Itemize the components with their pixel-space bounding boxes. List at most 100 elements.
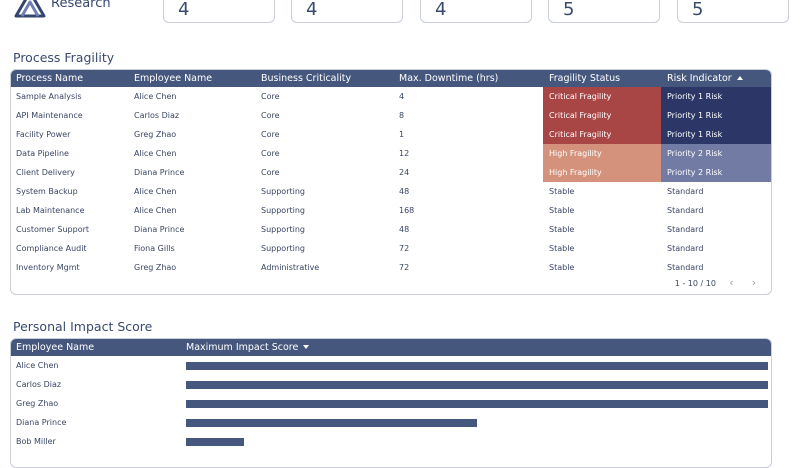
cell-process: API Maintenance <box>16 111 83 120</box>
impact-score-label: Maximum Impact Score <box>186 342 299 353</box>
table-row[interactable]: Bob Miller <box>11 432 771 451</box>
cell-employee: Carlos Diaz <box>134 111 180 120</box>
cell-employee: Bob Miller <box>16 437 56 446</box>
fragility-status-fill <box>543 144 661 163</box>
risk-indicator-fill <box>661 144 771 163</box>
kpi-value: 5 <box>563 0 575 20</box>
process-fragility-title: Process Fragility <box>13 50 115 65</box>
column-header-fragility-status[interactable]: Fragility Status <box>549 73 621 84</box>
table-row[interactable]: Alice Chen <box>11 356 771 375</box>
cell-risk-indicator: Standard <box>667 263 704 272</box>
fragility-status-fill <box>543 87 661 106</box>
cell-risk-indicator: Priority 1 Risk <box>667 130 723 139</box>
pagination-label: 1 - 10 / 10 <box>674 278 716 288</box>
table-header: Process Name Employee Name Business Crit… <box>11 70 771 87</box>
cell-risk-indicator: Standard <box>667 206 704 215</box>
table-row[interactable]: API Maintenance Carlos Diaz Core 8 Critical … <box>11 106 771 125</box>
table-row[interactable]: Greg Zhao <box>11 394 771 413</box>
cell-employee: Diana Prince <box>134 225 185 234</box>
table-row[interactable]: Data Pipeline Alice Chen Core 12 High Fragil… <box>11 144 771 163</box>
cell-risk-indicator: Priority 1 Risk <box>667 92 723 101</box>
table-row[interactable]: Carlos Diaz <box>11 375 771 394</box>
cell-downtime: 4 <box>399 92 405 101</box>
cell-employee: Alice Chen <box>134 92 177 101</box>
impact-score-bar <box>186 381 768 389</box>
cell-process: Facility Power <box>16 130 71 139</box>
cell-risk-indicator: Priority 2 Risk <box>667 168 723 177</box>
cell-employee: Greg Zhao <box>16 399 59 408</box>
personal-impact-title: Personal Impact Score <box>13 319 153 334</box>
cell-fragility-status: Stable <box>549 263 575 272</box>
table-row[interactable]: Sample Analysis Alice Chen Core 4 Critical F… <box>11 87 771 106</box>
cell-criticality: Administrative <box>261 263 320 272</box>
cell-employee: Carlos Diaz <box>16 380 62 389</box>
cell-process: Data Pipeline <box>16 149 69 158</box>
cell-downtime: 72 <box>399 263 410 272</box>
column-header-impact-score[interactable]: Maximum Impact Score <box>186 339 310 356</box>
cell-downtime: 12 <box>399 149 410 158</box>
kpi-card-5: 5 <box>677 0 789 23</box>
cell-fragility-status: Stable <box>549 187 575 196</box>
sort-descending-icon <box>303 345 310 349</box>
cell-fragility-status: Stable <box>549 225 575 234</box>
table-row[interactable]: Lab Maintenance Alice Chen Supporting 168 St… <box>11 201 771 220</box>
risk-indicator-fill <box>661 163 771 182</box>
cell-employee: Alice Chen <box>134 149 177 158</box>
sort-ascending-icon <box>736 76 743 80</box>
cell-employee: Alice Chen <box>134 206 177 215</box>
chevron-right-icon[interactable]: › <box>751 276 757 289</box>
cell-downtime: 48 <box>399 225 410 234</box>
cell-fragility-status: Stable <box>549 206 575 215</box>
kpi-card-2: 4 <box>291 0 403 23</box>
risk-indicator-label: Risk Indicator <box>667 73 732 84</box>
fragility-status-fill <box>543 106 661 125</box>
cell-process: Client Delivery <box>16 168 75 177</box>
personal-impact-table: Employee Name Maximum Impact Score Alice… <box>10 338 772 468</box>
cell-downtime: 1 <box>399 130 405 139</box>
column-header-process[interactable]: Process Name <box>16 73 84 84</box>
cell-criticality: Supporting <box>261 187 305 196</box>
kpi-value: 4 <box>178 0 190 20</box>
column-header-criticality[interactable]: Business Criticality <box>261 73 352 84</box>
pagination: 1 - 10 / 10 ‹ › <box>675 276 761 290</box>
kpi-value: 5 <box>692 0 704 20</box>
cell-downtime: 168 <box>399 206 415 215</box>
column-header-risk-indicator[interactable]: Risk Indicator <box>667 70 743 87</box>
cell-employee: Greg Zhao <box>134 130 177 139</box>
cell-risk-indicator: Priority 1 Risk <box>667 111 723 120</box>
process-fragility-table: Process Name Employee Name Business Crit… <box>10 69 772 295</box>
column-header-employee[interactable]: Employee Name <box>16 342 95 353</box>
table-body: Sample Analysis Alice Chen Core 4 Critical F… <box>11 87 771 277</box>
table-row[interactable]: Customer Support Diana Prince Supporting 48… <box>11 220 771 239</box>
cell-fragility-status: Critical Fragility <box>549 111 612 120</box>
cell-fragility-status: Critical Fragility <box>549 130 612 139</box>
cell-employee: Fiona Gills <box>134 244 175 253</box>
cell-criticality: Core <box>261 149 280 158</box>
column-header-downtime[interactable]: Max. Downtime (hrs) <box>399 73 499 84</box>
cell-criticality: Core <box>261 168 280 177</box>
impact-score-bar <box>186 400 768 408</box>
cell-fragility-status: High Fragility <box>549 149 602 158</box>
cell-fragility-status: High Fragility <box>549 168 602 177</box>
cell-process: Inventory Mgmt <box>16 263 80 272</box>
fragility-status-fill <box>543 125 661 144</box>
cell-employee: Diana Prince <box>134 168 185 177</box>
cell-process: Sample Analysis <box>16 92 82 101</box>
chevron-left-icon[interactable]: ‹ <box>729 276 734 289</box>
cell-process: Compliance Audit <box>16 244 87 253</box>
cell-employee: Alice Chen <box>16 361 59 370</box>
risk-indicator-fill <box>661 106 771 125</box>
cell-downtime: 72 <box>399 244 410 253</box>
table-row[interactable]: Compliance Audit Fiona Gills Supporting 72 S… <box>11 239 771 258</box>
cell-fragility-status: Stable <box>549 244 575 253</box>
table-row[interactable]: Facility Power Greg Zhao Core 1 Critical Fra… <box>11 125 771 144</box>
cell-employee: Diana Prince <box>16 418 67 427</box>
table-row[interactable]: Client Delivery Diana Prince Core 24 High Fr… <box>11 163 771 182</box>
table-row[interactable]: Diana Prince <box>11 413 771 432</box>
table-row[interactable]: System Backup Alice Chen Supporting 48 Stabl… <box>11 182 771 201</box>
cell-downtime: 8 <box>399 111 405 120</box>
risk-indicator-fill <box>661 87 771 106</box>
column-header-employee[interactable]: Employee Name <box>134 73 213 84</box>
kpi-card-1: 4 <box>163 0 275 23</box>
table-row[interactable]: Inventory Mgmt Greg Zhao Administrative 72 S… <box>11 258 771 277</box>
